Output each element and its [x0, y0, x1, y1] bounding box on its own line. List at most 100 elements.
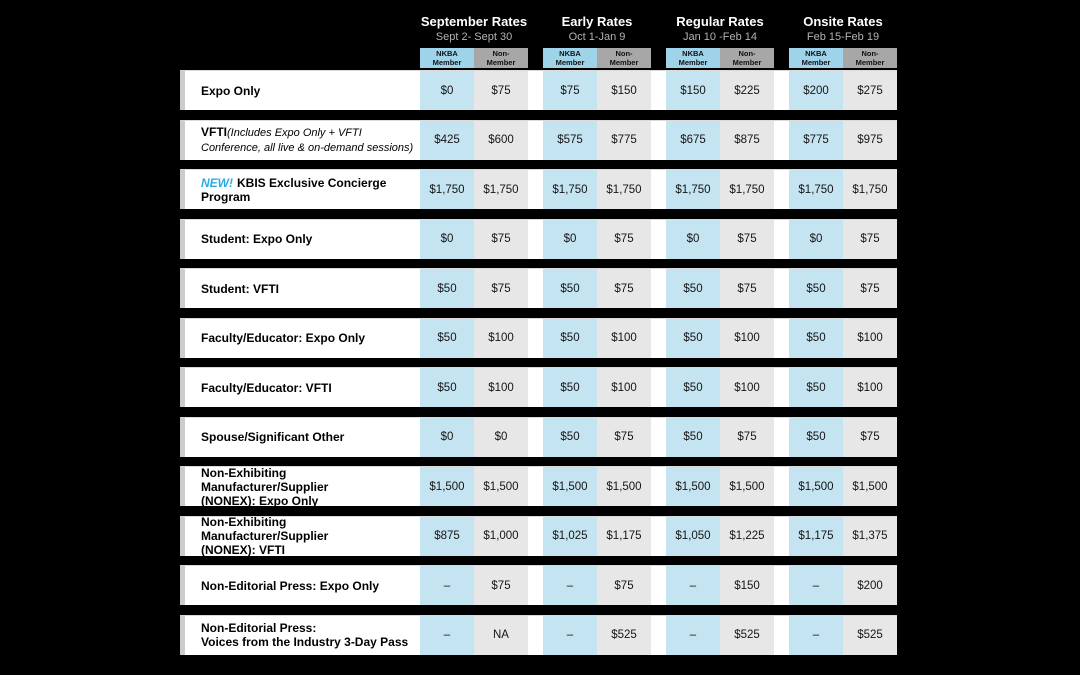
row-label-text: Faculty/Educator: Expo Only [201, 331, 366, 345]
table-row: Non-Exhibiting Manufacturer/Supplier (NON… [180, 466, 897, 508]
price-cell-nonmember: $1,750 [597, 170, 651, 209]
row-label: Student: Expo Only [185, 220, 420, 259]
price-cell-nonmember: $1,750 [474, 170, 528, 209]
row-label-line2: (NONEX): VFTI [201, 543, 285, 557]
price-cell-member: $75 [543, 71, 597, 110]
row-label-line: Spouse/Significant Other [201, 430, 414, 444]
column-gap [774, 368, 789, 407]
price-cell-nonmember: $1,175 [597, 516, 651, 556]
table-row: Student: Expo Only $0 $75 $0 $75 $0 $75 $0 $75 [180, 218, 897, 259]
price-cell-nonmember: $100 [474, 318, 528, 358]
price-cell-nonmember: $1,750 [843, 170, 897, 209]
price-cell-member: $50 [420, 318, 474, 358]
rate-period-dates: Sept 2- Sept 30 [435, 31, 513, 43]
price-cell-nonmember: $75 [474, 219, 528, 259]
price-cell-member: $50 [666, 417, 720, 457]
price-cell-member: – [420, 615, 474, 655]
table-row: Faculty/Educator: Expo Only $50 $100 $50 $10… [180, 317, 897, 358]
chip-line1: NKBA [559, 49, 581, 58]
price-cell-nonmember: $1,000 [474, 516, 528, 556]
member-type-headers: NKBA Member Non- Member NKBA Member Non- Member… [180, 48, 897, 68]
price-cell-nonmember: $225 [720, 71, 774, 110]
price-cell-member: $50 [420, 269, 474, 308]
row-label: Non-Editorial Press: Expo Only [185, 566, 420, 605]
row-label: VFTI(Includes Expo Only + VFTI Conferenc… [185, 121, 420, 160]
rate-period-title: Regular Rates [676, 14, 764, 29]
price-cell-nonmember: $1,500 [720, 467, 774, 506]
row-label-text: Non-Editorial Press: Expo Only [201, 578, 380, 593]
rate-period-title: Early Rates [561, 14, 633, 29]
column-gap [528, 319, 543, 358]
chip-line2: Member [855, 58, 885, 67]
row-label-line: Faculty/Educator: Expo Only [201, 331, 414, 345]
rate-rows: Expo Only $0 $75 $75 $150 $150 $225 $200 $275 VFT… [180, 70, 897, 655]
column-gap [774, 220, 789, 259]
price-cell-nonmember: $75 [597, 219, 651, 259]
price-cell-nonmember: $1,500 [474, 467, 528, 506]
price-cell-member: – [420, 566, 474, 605]
column-gap [774, 566, 789, 605]
price-cell-nonmember: $75 [720, 269, 774, 308]
column-gap [774, 517, 789, 556]
price-cell-member: $0 [666, 219, 720, 259]
price-cell-member: – [789, 566, 843, 605]
row-label-text: Non-Exhibiting Manufacturer/Supplier [201, 465, 329, 494]
price-cell-nonmember: $775 [597, 120, 651, 160]
column-gap [651, 121, 666, 160]
chip-line2: Member [432, 58, 462, 67]
column-gap [528, 616, 543, 655]
row-label-line: Non-Editorial Press: Expo Only [201, 579, 414, 593]
table-row: Non-Editorial Press: Voices from the Indu… [180, 614, 897, 655]
non-member-header-chip: Non- Member [843, 48, 897, 68]
price-cell-member: $1,050 [666, 516, 720, 556]
row-label-line: Non-Exhibiting Manufacturer/Supplier [201, 466, 414, 494]
price-cell-member: – [543, 566, 597, 605]
price-cell-nonmember: $200 [843, 566, 897, 605]
chip-line2: Member [678, 58, 708, 67]
column-gap [774, 170, 789, 209]
price-cell-nonmember: $100 [597, 368, 651, 407]
price-cell-member: $875 [420, 516, 474, 556]
row-label-note: (Includes Expo Only + VFTI Conference, a… [201, 127, 414, 154]
price-cell-nonmember: $75 [720, 417, 774, 457]
price-cell-member: $575 [543, 120, 597, 160]
column-gap [528, 517, 543, 556]
chip-line2: Member [732, 58, 762, 67]
chip-line1: Non- [615, 49, 633, 58]
row-label: Student: VFTI [185, 269, 420, 308]
column-gap [528, 121, 543, 160]
table-row: VFTI(Includes Expo Only + VFTI Conferenc… [180, 119, 897, 160]
price-cell-member: $0 [789, 219, 843, 259]
price-cell-member: $675 [666, 120, 720, 160]
rate-period-headers: September Rates Sept 2- Sept 30 Early Rate… [180, 14, 897, 48]
chip-line1: NKBA [805, 49, 827, 58]
price-cell-member: $50 [543, 417, 597, 457]
price-cell-member: $50 [543, 318, 597, 358]
price-cell-member: $425 [420, 120, 474, 160]
row-label-text: Non-Editorial Press: [201, 621, 317, 635]
price-cell-member: – [543, 615, 597, 655]
price-cell-nonmember: $75 [597, 417, 651, 457]
table-row: Spouse/Significant Other $0 $0 $50 $75 $50 $75… [180, 416, 897, 457]
column-gap [528, 269, 543, 308]
rates-table: September Rates Sept 2- Sept 30 Early Rate… [180, 14, 897, 655]
price-cell-member: $50 [666, 269, 720, 308]
price-cell-nonmember: $100 [720, 368, 774, 407]
column-gap [774, 616, 789, 655]
price-cell-member: $1,750 [789, 170, 843, 209]
member-type-chip-group: NKBA Member Non- Member [420, 48, 528, 68]
price-cell-nonmember: $525 [843, 615, 897, 655]
price-cell-nonmember: $975 [843, 120, 897, 160]
column-gap [528, 566, 543, 605]
price-cell-member: $0 [420, 71, 474, 110]
row-label-text: KBIS Exclusive Concierge Program [201, 175, 387, 204]
row-label: Non-Exhibiting Manufacturer/Supplier (NON… [185, 466, 420, 508]
table-row: Expo Only $0 $75 $75 $150 $150 $225 $200 $275 [180, 70, 897, 110]
non-member-header-chip: Non- Member [474, 48, 528, 68]
price-cell-member: $50 [789, 417, 843, 457]
price-cell-member: $1,750 [666, 170, 720, 209]
nkba-member-header-chip: NKBA Member [789, 48, 843, 68]
price-cell-nonmember: $75 [597, 566, 651, 605]
rate-period-header: September Rates Sept 2- Sept 30 [420, 14, 528, 48]
